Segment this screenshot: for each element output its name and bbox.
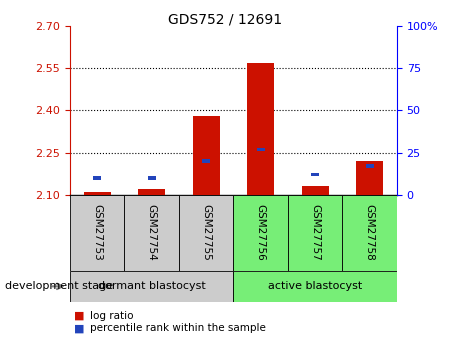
Text: ■: ■ (74, 311, 85, 321)
Bar (147, 176, 156, 180)
Text: ■: ■ (74, 324, 85, 333)
Text: GSM27754: GSM27754 (147, 205, 156, 261)
Bar (202, 159, 210, 163)
Text: GSM27758: GSM27758 (364, 205, 375, 261)
Text: active blastocyst: active blastocyst (268, 282, 362, 291)
Text: GDS752 / 12691: GDS752 / 12691 (168, 12, 283, 26)
Bar (302, 187, 329, 195)
Text: development stage: development stage (5, 282, 113, 291)
Text: GSM27757: GSM27757 (310, 205, 320, 261)
Text: log ratio: log ratio (90, 311, 133, 321)
Bar (179, 195, 234, 271)
Bar (257, 148, 265, 151)
Bar (124, 195, 179, 271)
Text: GSM27753: GSM27753 (92, 205, 102, 261)
Bar (70, 195, 124, 271)
Bar (138, 189, 165, 195)
Bar (234, 271, 397, 302)
Text: percentile rank within the sample: percentile rank within the sample (90, 324, 266, 333)
Bar (342, 195, 397, 271)
Bar (247, 62, 274, 195)
Bar (234, 195, 288, 271)
Bar (70, 271, 234, 302)
Bar (193, 116, 220, 195)
Bar (83, 192, 111, 195)
Bar (356, 161, 383, 195)
Text: GSM27756: GSM27756 (256, 205, 266, 261)
Bar (93, 176, 101, 180)
Bar (311, 173, 319, 176)
Text: dormant blastocyst: dormant blastocyst (98, 282, 206, 291)
Text: GSM27755: GSM27755 (201, 205, 211, 261)
Bar (288, 195, 342, 271)
Bar (366, 165, 374, 168)
